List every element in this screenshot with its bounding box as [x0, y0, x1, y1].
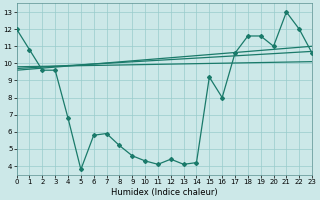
X-axis label: Humidex (Indice chaleur): Humidex (Indice chaleur)	[111, 188, 218, 197]
